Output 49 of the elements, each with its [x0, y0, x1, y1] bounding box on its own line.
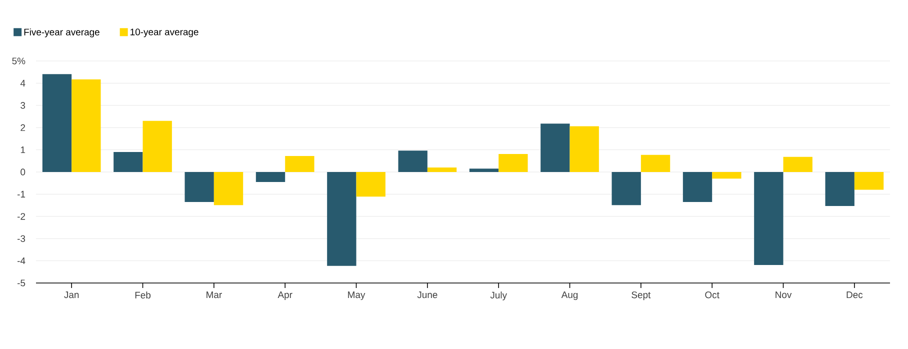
legend-label: Five-year average: [24, 28, 100, 38]
legend-label: 10-year average: [130, 28, 198, 38]
bar: [540, 124, 570, 172]
x-tick-label: Mar: [206, 292, 222, 298]
x-tick-label: July: [490, 292, 507, 300]
x-tick-label: Jan: [64, 292, 79, 298]
bar: [142, 120, 172, 172]
y-tick-label: 2: [20, 124, 26, 131]
bar: [754, 172, 784, 266]
bar: [854, 172, 884, 190]
y-tick-label: -1: [17, 190, 26, 198]
bar: [114, 152, 143, 172]
y-tick-label: -4: [17, 258, 26, 264]
y-tick-label: -3: [17, 235, 26, 242]
bar: [570, 126, 599, 172]
bar: [327, 172, 356, 266]
bar: [612, 172, 641, 206]
y-tick-label: -5: [17, 280, 26, 286]
bar: [498, 154, 528, 172]
x-tick-label: May: [348, 292, 366, 300]
x-tick-label: Sept: [632, 292, 651, 300]
bar: [682, 172, 712, 202]
bar: [256, 172, 286, 182]
y-tick-label: -2: [17, 213, 26, 220]
y-tick-label: 3: [20, 102, 26, 109]
bar: [42, 74, 72, 172]
bar: [214, 172, 244, 206]
bar: [285, 156, 314, 172]
y-tick-label: 4: [20, 80, 26, 86]
bar: [825, 172, 854, 206]
bar: [356, 172, 386, 197]
x-tick-label: Dec: [846, 292, 863, 298]
x-tick-label: Nov: [776, 292, 792, 298]
bar: [72, 79, 101, 172]
bar: [398, 150, 428, 172]
bar: [640, 154, 670, 172]
bar: [469, 168, 499, 172]
x-tick-label: Aug: [561, 292, 578, 300]
x-tick-label: Apr: [278, 292, 292, 300]
y-tick-label: 0: [20, 168, 26, 176]
bar: [712, 172, 742, 179]
bar: [427, 168, 457, 172]
bar: [783, 156, 812, 172]
x-tick-label: Feb: [135, 292, 151, 298]
y-tick-label: 1: [20, 146, 26, 154]
bar: [184, 172, 214, 202]
x-tick-label: June: [417, 292, 438, 298]
y-tick-label: 5%: [12, 58, 26, 64]
x-tick-label: Oct: [705, 292, 720, 298]
